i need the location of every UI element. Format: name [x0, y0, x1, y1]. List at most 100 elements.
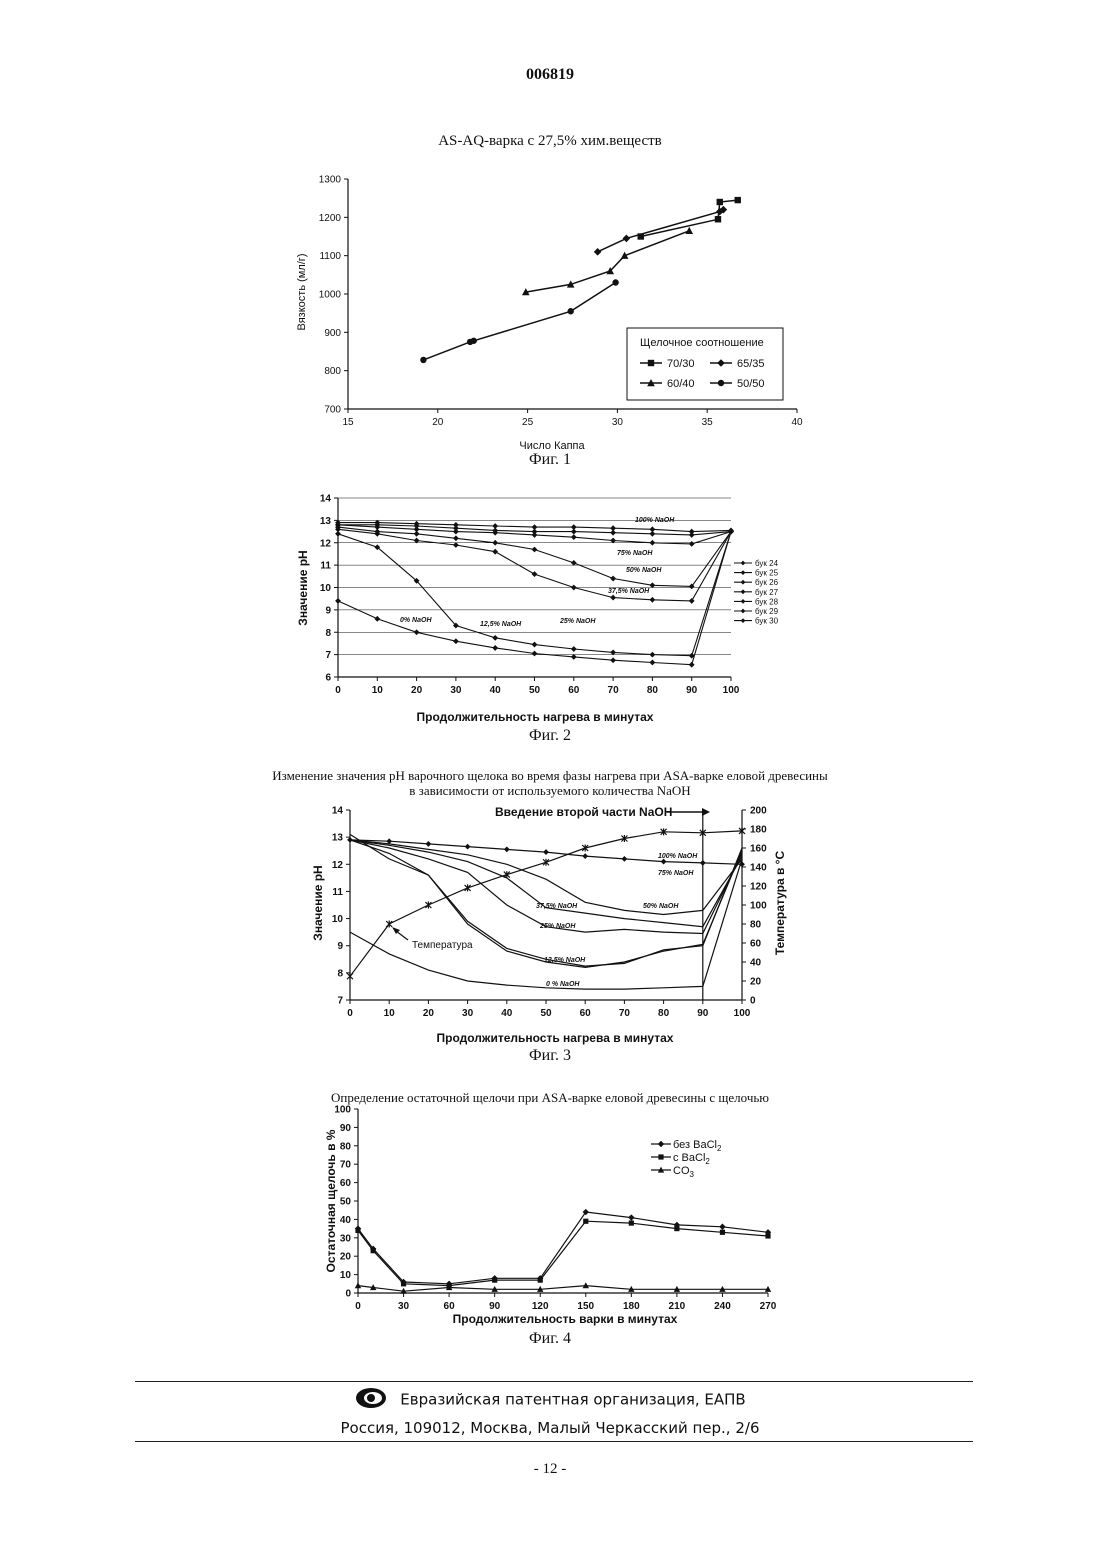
x-tick-label: 0 — [347, 1008, 353, 1019]
series-annotation: 50% NaOH — [643, 903, 679, 910]
series-line — [358, 1286, 768, 1292]
data-point — [386, 921, 392, 928]
data-point — [492, 549, 498, 555]
fig3-top-arrow-head — [702, 808, 710, 816]
series-annotation: 37,5% NaOH — [608, 588, 650, 595]
data-point — [532, 651, 538, 657]
series-annotation: 25% NaOH — [559, 618, 596, 625]
data-point — [765, 1233, 770, 1238]
y-tick-label: 800 — [324, 366, 341, 377]
x-tick-label: 80 — [658, 1008, 670, 1019]
x-tick-label: 20 — [432, 417, 444, 428]
x-tick-label: 30 — [612, 417, 624, 428]
fig2-chart: 010203040506070809010067891011121314 100… — [290, 488, 830, 726]
data-point — [532, 571, 538, 577]
fig3-ylabel: Значение pH — [311, 865, 325, 940]
data-point — [612, 279, 618, 285]
data-point — [650, 526, 656, 532]
x-tick-label: 90 — [697, 1008, 709, 1019]
x-tick-label: 70 — [619, 1008, 631, 1019]
y2-tick-label: 140 — [750, 863, 767, 874]
x-tick-label: 60 — [568, 685, 580, 696]
data-point — [492, 523, 498, 529]
x-tick-label: 40 — [791, 417, 803, 428]
data-point — [674, 1226, 679, 1231]
data-point — [453, 522, 459, 528]
data-point — [735, 197, 741, 203]
data-point — [532, 524, 538, 530]
fig3-title: Изменение значения pH варочного щелока в… — [0, 768, 1100, 783]
data-point — [401, 1281, 406, 1286]
y2-tick-label: 100 — [750, 901, 767, 912]
data-point — [689, 529, 695, 535]
x-tick-label: 90 — [489, 1301, 501, 1312]
y-tick-label: 30 — [340, 1233, 352, 1244]
data-point — [610, 576, 616, 582]
y-tick-label: 9 — [337, 941, 343, 952]
data-point — [532, 547, 538, 553]
data-point — [414, 629, 420, 635]
series-annotation: 50% NaOH — [626, 567, 662, 574]
fig4-chart: 0306090120150180210240270010203040506070… — [315, 1103, 795, 1329]
fig3-top-annotation: Введение второй части NaOH — [495, 805, 672, 819]
y2-tick-label: 0 — [750, 996, 756, 1007]
data-point — [374, 616, 380, 622]
footer-divider-top — [135, 1381, 973, 1382]
fig1-caption: Фиг. 1 — [0, 451, 1100, 469]
y-tick-label: 11 — [320, 561, 331, 572]
data-point — [568, 308, 574, 314]
x-tick-label: 20 — [411, 685, 423, 696]
fig4-series — [355, 1209, 771, 1294]
x-tick-label: 30 — [462, 1008, 474, 1019]
series-line — [598, 210, 724, 252]
legend-label: бук 25 — [755, 569, 779, 578]
series-line — [526, 231, 689, 292]
data-point — [689, 598, 695, 604]
x-tick-label: 80 — [647, 685, 659, 696]
x-tick-label: 0 — [335, 685, 341, 696]
fig2-xlabel: Продолжительность нагрева в минутах — [417, 710, 654, 724]
legend-label: без BaCl2 — [673, 1139, 722, 1153]
y-tick-label: 13 — [320, 516, 332, 527]
x-tick-label: 210 — [669, 1301, 686, 1312]
y-tick-label: 100 — [334, 1105, 351, 1116]
data-point — [543, 849, 549, 855]
data-point — [622, 856, 628, 862]
fig3-y2label: Температура в °C — [773, 851, 787, 956]
data-point — [355, 1282, 361, 1288]
legend-label: бук 28 — [755, 597, 779, 606]
series-annotation: 25% NaOH — [539, 923, 576, 930]
data-point — [719, 1224, 725, 1230]
x-tick-label: 10 — [372, 685, 384, 696]
x-tick-label: 70 — [608, 685, 620, 696]
legend-label: 60/40 — [667, 378, 695, 390]
x-tick-label: 90 — [686, 685, 698, 696]
legend-label: CO3 — [673, 1165, 695, 1179]
data-point — [453, 638, 459, 644]
series-annotation: 100% NaOH — [658, 853, 698, 860]
y-tick-label: 60 — [340, 1178, 352, 1189]
data-point — [571, 534, 577, 540]
fig1-legend-title: Щелочное соотношение — [640, 337, 764, 349]
data-point — [347, 973, 353, 980]
data-point — [355, 1228, 360, 1233]
legend-label-subscript: 2 — [705, 1157, 710, 1166]
data-point — [425, 902, 431, 909]
fig4-caption: Фиг. 4 — [0, 1330, 1100, 1348]
data-point — [583, 1219, 588, 1224]
series-line — [423, 283, 615, 360]
footer-address: Россия, 109012, Москва, Малый Черкасский… — [0, 1419, 1100, 1437]
data-point — [610, 525, 616, 531]
series-annotation: 12,5% NaOH — [480, 621, 522, 628]
legend-marker — [648, 360, 654, 366]
data-point — [492, 540, 498, 546]
y2-tick-label: 80 — [750, 920, 762, 931]
data-point — [720, 1230, 725, 1235]
data-point — [650, 652, 656, 658]
footer-divider-bottom — [135, 1441, 973, 1442]
y-tick-label: 1000 — [319, 290, 342, 301]
x-tick-label: 40 — [490, 685, 502, 696]
footer-org-text: Евразийская патентная организация, ЕАПВ — [400, 1391, 745, 1409]
data-point — [504, 846, 510, 852]
legend-label: 70/30 — [667, 358, 695, 370]
